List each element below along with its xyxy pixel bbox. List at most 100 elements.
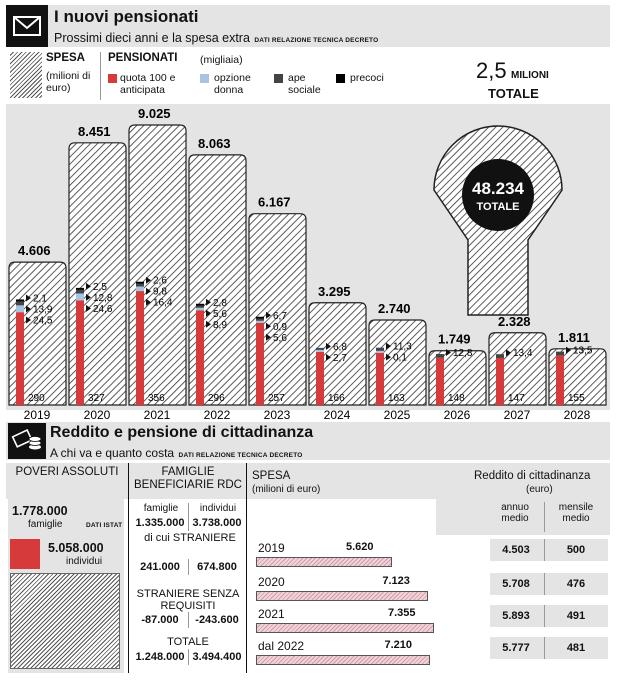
small-label-2019-1: 13,9 [33,304,53,315]
reddito-row-sep [544,637,545,659]
spesa-row-value: 7.355 [388,607,416,619]
col-ind-label: individui [199,503,237,514]
quota100-bar-2020 [76,300,84,405]
page-title: I nuovi pensionati [54,7,199,26]
small-label-2024-1: 2,7 [333,353,347,364]
small-label-2028-0: 13,5 [573,346,593,357]
ape-sociale-seg-2028 [556,351,564,356]
senza-fam-value: -87.000 [141,614,179,626]
spesa-label-2020: 8.451 [78,124,111,139]
reddito-row-sep [544,573,545,595]
poveri-hatch-block [10,573,120,669]
small-marker-2022-2 [206,320,211,328]
quota100-bar-2019 [16,312,24,405]
quota100-value-2023: 257 [268,393,285,404]
section2-subtitle: A chi va e quanto costa [50,446,175,460]
reddito-row-bg [490,539,608,561]
spesa-label-2021: 9.025 [138,106,171,121]
spesa-row-year: 2021 [258,607,285,621]
spesa-label-2026: 1.749 [438,332,471,347]
small-marker-2019-0 [26,294,31,302]
spesa-row-year: 2019 [258,541,285,555]
legend-swatch-ape [274,74,283,83]
small-label-2020-2: 24,6 [93,304,113,315]
spesa-row-bar [256,655,431,665]
opzione-donna-seg-2025 [376,350,384,353]
legend-label-quota100: quota 100 e anticipata [120,72,176,96]
small-label-2024-0: 6,8 [333,342,347,353]
small-label-2023-2: 5,6 [273,333,287,344]
poveri-fam-value: 1.778.000 [12,504,68,518]
year-label-2019: 2019 [24,408,51,422]
spesa-label-2023: 6.167 [258,195,291,210]
table-divider-2 [246,463,247,673]
fam-col-sep [188,503,189,531]
legend-label-precoci: precoci [350,72,384,84]
legend-swatch-opzione [200,74,209,83]
quota100-bar-2024 [316,351,324,405]
main-fam-value: 1.335.000 [135,517,185,529]
envelope-icon [6,5,48,47]
subtitle-line: Prossimi dieci anni e la spesa extra DAT… [54,29,378,47]
totale-sep [188,649,189,665]
spesa-label-2022: 8.063 [198,136,231,151]
small-label-2021-1: 9,8 [153,287,167,298]
small-marker-2027-0 [506,349,511,357]
quota100-bar-2028 [556,355,564,405]
totale-label: TOTALE [167,636,209,648]
small-label-2020-1: 12,8 [93,293,113,304]
opzione-donna-seg-2022 [196,307,204,311]
legend-total-unit: MILIONI [511,70,549,81]
spesa-row-value: 7.210 [384,639,413,651]
small-label-2021-2: 16,4 [153,298,173,309]
spesa-row-bar [256,623,434,633]
reddito-annuo-value: 5.777 [502,642,530,654]
ape-sociale-seg-2019 [16,301,24,306]
small-label-2026-0: 12,8 [453,348,473,359]
small-label-2027-0: 13,4 [513,348,533,359]
small-label-2021-0: 2,6 [153,276,167,287]
year-label-2020: 2020 [84,408,111,422]
year-label-2025: 2025 [384,408,411,422]
quota100-bar-2026 [436,357,444,405]
senza-ind-value: -243.600 [195,614,239,626]
spesa-label-2019: 4.606 [18,243,51,258]
small-marker-2023-1 [266,322,271,330]
senza-label: STRANIERE SENZA REQUISITI [136,588,240,612]
opzione-donna-seg-2023 [256,320,264,323]
spesa-label-2027: 2.328 [498,314,531,329]
small-marker-2019-2 [26,316,31,324]
quota100-value-2019: 290 [28,393,45,404]
poveri-individui-swatch [10,539,40,569]
reddito-header: Reddito di cittadinanza [474,470,591,482]
year-label-2022: 2022 [204,408,231,422]
small-marker-2026-0 [446,349,451,357]
small-marker-2023-2 [266,333,271,341]
precoci-seg-2022 [196,303,204,306]
small-marker-2025-1 [386,353,391,361]
ape-sociale-seg-2024 [316,347,324,350]
quota100-value-2028: 155 [568,393,585,404]
reddito-row-bg [490,605,608,627]
reddito-mensile-value: 491 [566,610,586,622]
legend-pens-unit: (migliaia) [200,54,243,66]
spesa-row-year: 2020 [258,575,285,589]
ape-sociale-seg-2025 [376,347,384,351]
spesa-label-2028: 1.811 [558,330,590,345]
ape-sociale-seg-2023 [256,318,264,321]
spesa-row-value: 5.620 [346,541,374,553]
table-header-band [6,463,610,499]
small-label-2019-2: 24,5 [33,315,53,326]
quota100-bar-2022 [196,310,204,405]
year-label-2021: 2021 [144,408,171,422]
reddito-unit: (euro) [526,484,553,495]
poveri-source: DATI ISTAT [86,522,123,529]
small-label-2022-0: 2,8 [213,298,227,309]
stranieri-label: di cui STRANIERE [144,532,236,544]
ape-sociale-seg-2027 [496,354,504,358]
reddito-annuo-value: 5.708 [502,578,530,590]
opzione-donna-seg-2020 [76,293,84,301]
year-label-2023: 2023 [264,408,291,422]
year-label-2027: 2027 [504,408,531,422]
opzione-donna-seg-2019 [16,305,24,313]
